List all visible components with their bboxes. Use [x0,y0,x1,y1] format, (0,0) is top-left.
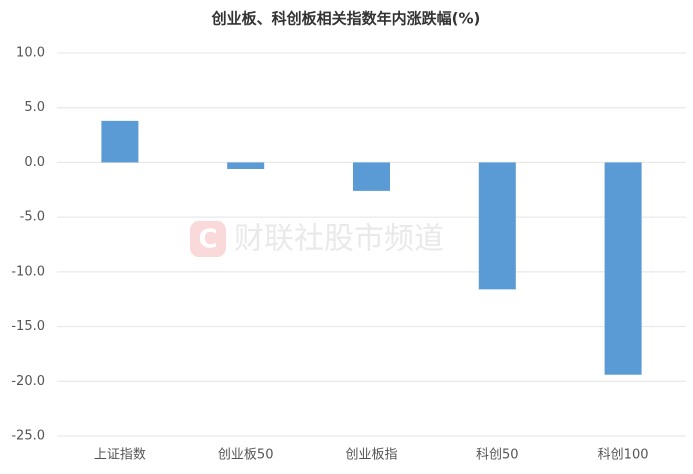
watermark: C 财联社股市频道 [190,221,444,257]
y-tick-label: -15.0 [11,319,45,334]
watermark-logo-letter: C [198,225,217,255]
bar [604,162,642,375]
x-tick-label: 上证指数 [94,448,146,463]
bar [101,120,139,163]
y-tick-label: 10.0 [16,46,45,61]
y-tick-label: 0.0 [24,155,45,170]
bar [478,162,516,290]
x-tick-label: 科创50 [476,448,519,463]
x-tick-label: 科创100 [598,448,649,463]
watermark-text: 财联社股市频道 [234,222,444,257]
chart-title: 创业板、科创板相关指数年内涨跌幅(%) [211,10,481,28]
y-tick-label: -10.0 [11,264,45,279]
y-tick-label: 5.0 [24,100,45,115]
y-tick-label: -5.0 [20,210,45,225]
watermark-logo [190,221,226,257]
bar [353,162,390,191]
y-tick-label: -20.0 [11,374,45,389]
bar [227,162,265,169]
y-tick-label: -25.0 [11,429,45,444]
x-tick-label: 创业板50 [218,448,274,463]
x-tick-label: 创业板指 [345,448,397,463]
